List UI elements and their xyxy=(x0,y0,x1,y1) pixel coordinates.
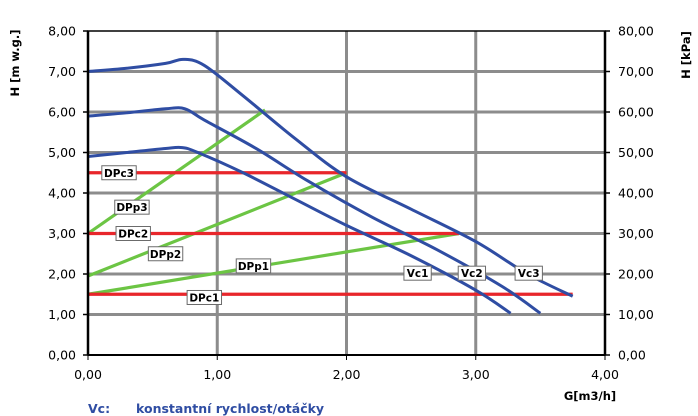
y-left-tick-label: 2,00 xyxy=(48,267,76,282)
x-tick-label: 0,00 xyxy=(74,367,102,382)
legend-text: konstantní rychlost/otáčky xyxy=(136,401,325,416)
x-tick-label: 1,00 xyxy=(203,367,231,382)
curve-label-text: Vc3 xyxy=(518,268,540,280)
legend-note: Vc: konstantní rychlost/otáčky xyxy=(88,401,324,416)
curve-label-text: DPp1 xyxy=(238,261,269,273)
y-axis-left-title: H [m w.g.] xyxy=(8,30,22,97)
x-tick-label: 3,00 xyxy=(462,367,490,382)
curve-label-box xyxy=(114,199,150,215)
y-right-tick-label: 0,00 xyxy=(618,348,646,363)
curve-label-text: DPc1 xyxy=(189,292,219,304)
y-left-tick-label: 8,00 xyxy=(48,24,76,39)
x-tick-label: 2,00 xyxy=(333,367,361,382)
curve-label-vc1: Vc1 xyxy=(403,265,432,281)
y-left-tick-label: 1,00 xyxy=(48,307,76,322)
y-left-tick-label: 3,00 xyxy=(48,226,76,241)
curve-label-box xyxy=(235,258,272,274)
curve-label-text: Vc2 xyxy=(461,268,483,280)
curve-label-dpp2: DPp2 xyxy=(147,246,184,262)
curve-label-vc3: Vc3 xyxy=(514,265,543,281)
legend-key: Vc: xyxy=(88,401,111,416)
series-vc3 xyxy=(87,57,574,298)
y-right-tick-label: 70,00 xyxy=(618,64,654,79)
y-left-tick-label: 7,00 xyxy=(48,64,76,79)
y-right-tick-label: 20,00 xyxy=(618,267,654,282)
curve-label-dpp3: DPp3 xyxy=(114,199,150,215)
series-dpp1 xyxy=(87,231,460,296)
curve-label-vc2: Vc2 xyxy=(457,265,487,281)
y-right-tick-label: 80,00 xyxy=(618,24,654,39)
curve-label-text: DPp3 xyxy=(116,202,147,214)
curve-label-box xyxy=(186,289,223,305)
curve-label-box xyxy=(147,246,184,262)
y-left-tick-label: 4,00 xyxy=(48,186,76,201)
y-left-tick-label: 5,00 xyxy=(48,145,76,160)
x-tick-label: 4,00 xyxy=(591,367,619,382)
curve-label-box xyxy=(101,165,137,181)
chart-series xyxy=(87,57,574,315)
curve-label-box xyxy=(457,265,487,281)
y-left-tick-label: 0,00 xyxy=(48,348,76,363)
curve-label-text: Vc1 xyxy=(407,268,429,280)
y-right-tick-label: 40,00 xyxy=(618,186,654,201)
y-right-tick-label: 50,00 xyxy=(618,145,654,160)
tick-labels: 0,00 1,00 2,00 3,00 4,00 0,00 0,00 1,00 10,00 2,0… xyxy=(48,24,654,383)
curve-label-text: DPp2 xyxy=(150,249,181,261)
grid-lines xyxy=(88,31,605,355)
curve-label-dpc3: DPc3 xyxy=(101,165,137,181)
x-axis-title: G[m3/h] xyxy=(564,389,616,403)
curve-label-dpc2: DPc2 xyxy=(115,226,151,241)
series-vc2 xyxy=(87,106,542,315)
series-vc1 xyxy=(87,145,512,315)
curve-label-text: DPc2 xyxy=(118,229,148,241)
y-left-tick-label: 6,00 xyxy=(48,105,76,120)
curve-label-dpc1: DPc1 xyxy=(186,289,223,305)
chart-axes xyxy=(83,30,610,360)
curve-label-box xyxy=(514,265,543,281)
curve-label-box xyxy=(115,226,151,241)
series-dpp2 xyxy=(87,171,348,278)
curve-label-dpp1: DPp1 xyxy=(235,258,272,274)
y-axis-right-title: H [kPa] xyxy=(679,31,693,79)
curve-label-text: DPc3 xyxy=(104,168,134,180)
curve-label-box xyxy=(403,265,432,281)
y-right-tick-label: 60,00 xyxy=(618,105,654,120)
y-right-tick-label: 10,00 xyxy=(618,307,654,322)
y-right-tick-label: 30,00 xyxy=(618,226,654,241)
